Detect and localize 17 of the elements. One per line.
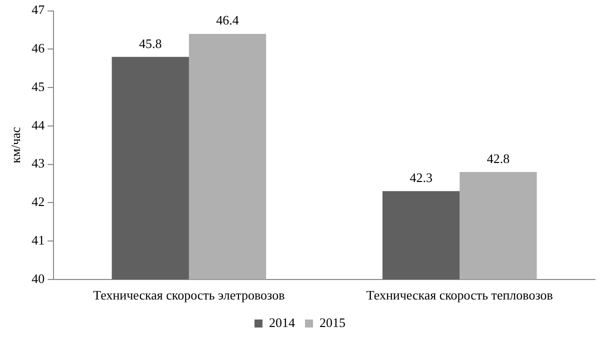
y-tick-label: 40 [32,270,45,286]
y-tick-label: 42 [32,194,45,210]
y-tick-label: 45 [32,78,45,94]
y-tick-label: 46 [32,40,46,56]
x-tick-label: Техническая скорость элетровозов [93,288,285,303]
y-axis-title: км/час [8,126,24,164]
legend-label: 2015 [320,314,346,330]
y-tick-label: 41 [32,232,45,248]
legend-label: 2014 [269,314,296,330]
y-tick-label: 47 [32,2,46,18]
y-tick-label: 44 [32,117,46,132]
data-label: 45.8 [139,36,162,51]
y-tick-label: 43 [32,156,45,171]
data-label: 46.4 [216,12,240,28]
data-label: 42.8 [486,150,510,166]
data-label: 42.3 [410,170,432,186]
x-tick-label: Техническая скорость тепловозов [366,288,553,303]
